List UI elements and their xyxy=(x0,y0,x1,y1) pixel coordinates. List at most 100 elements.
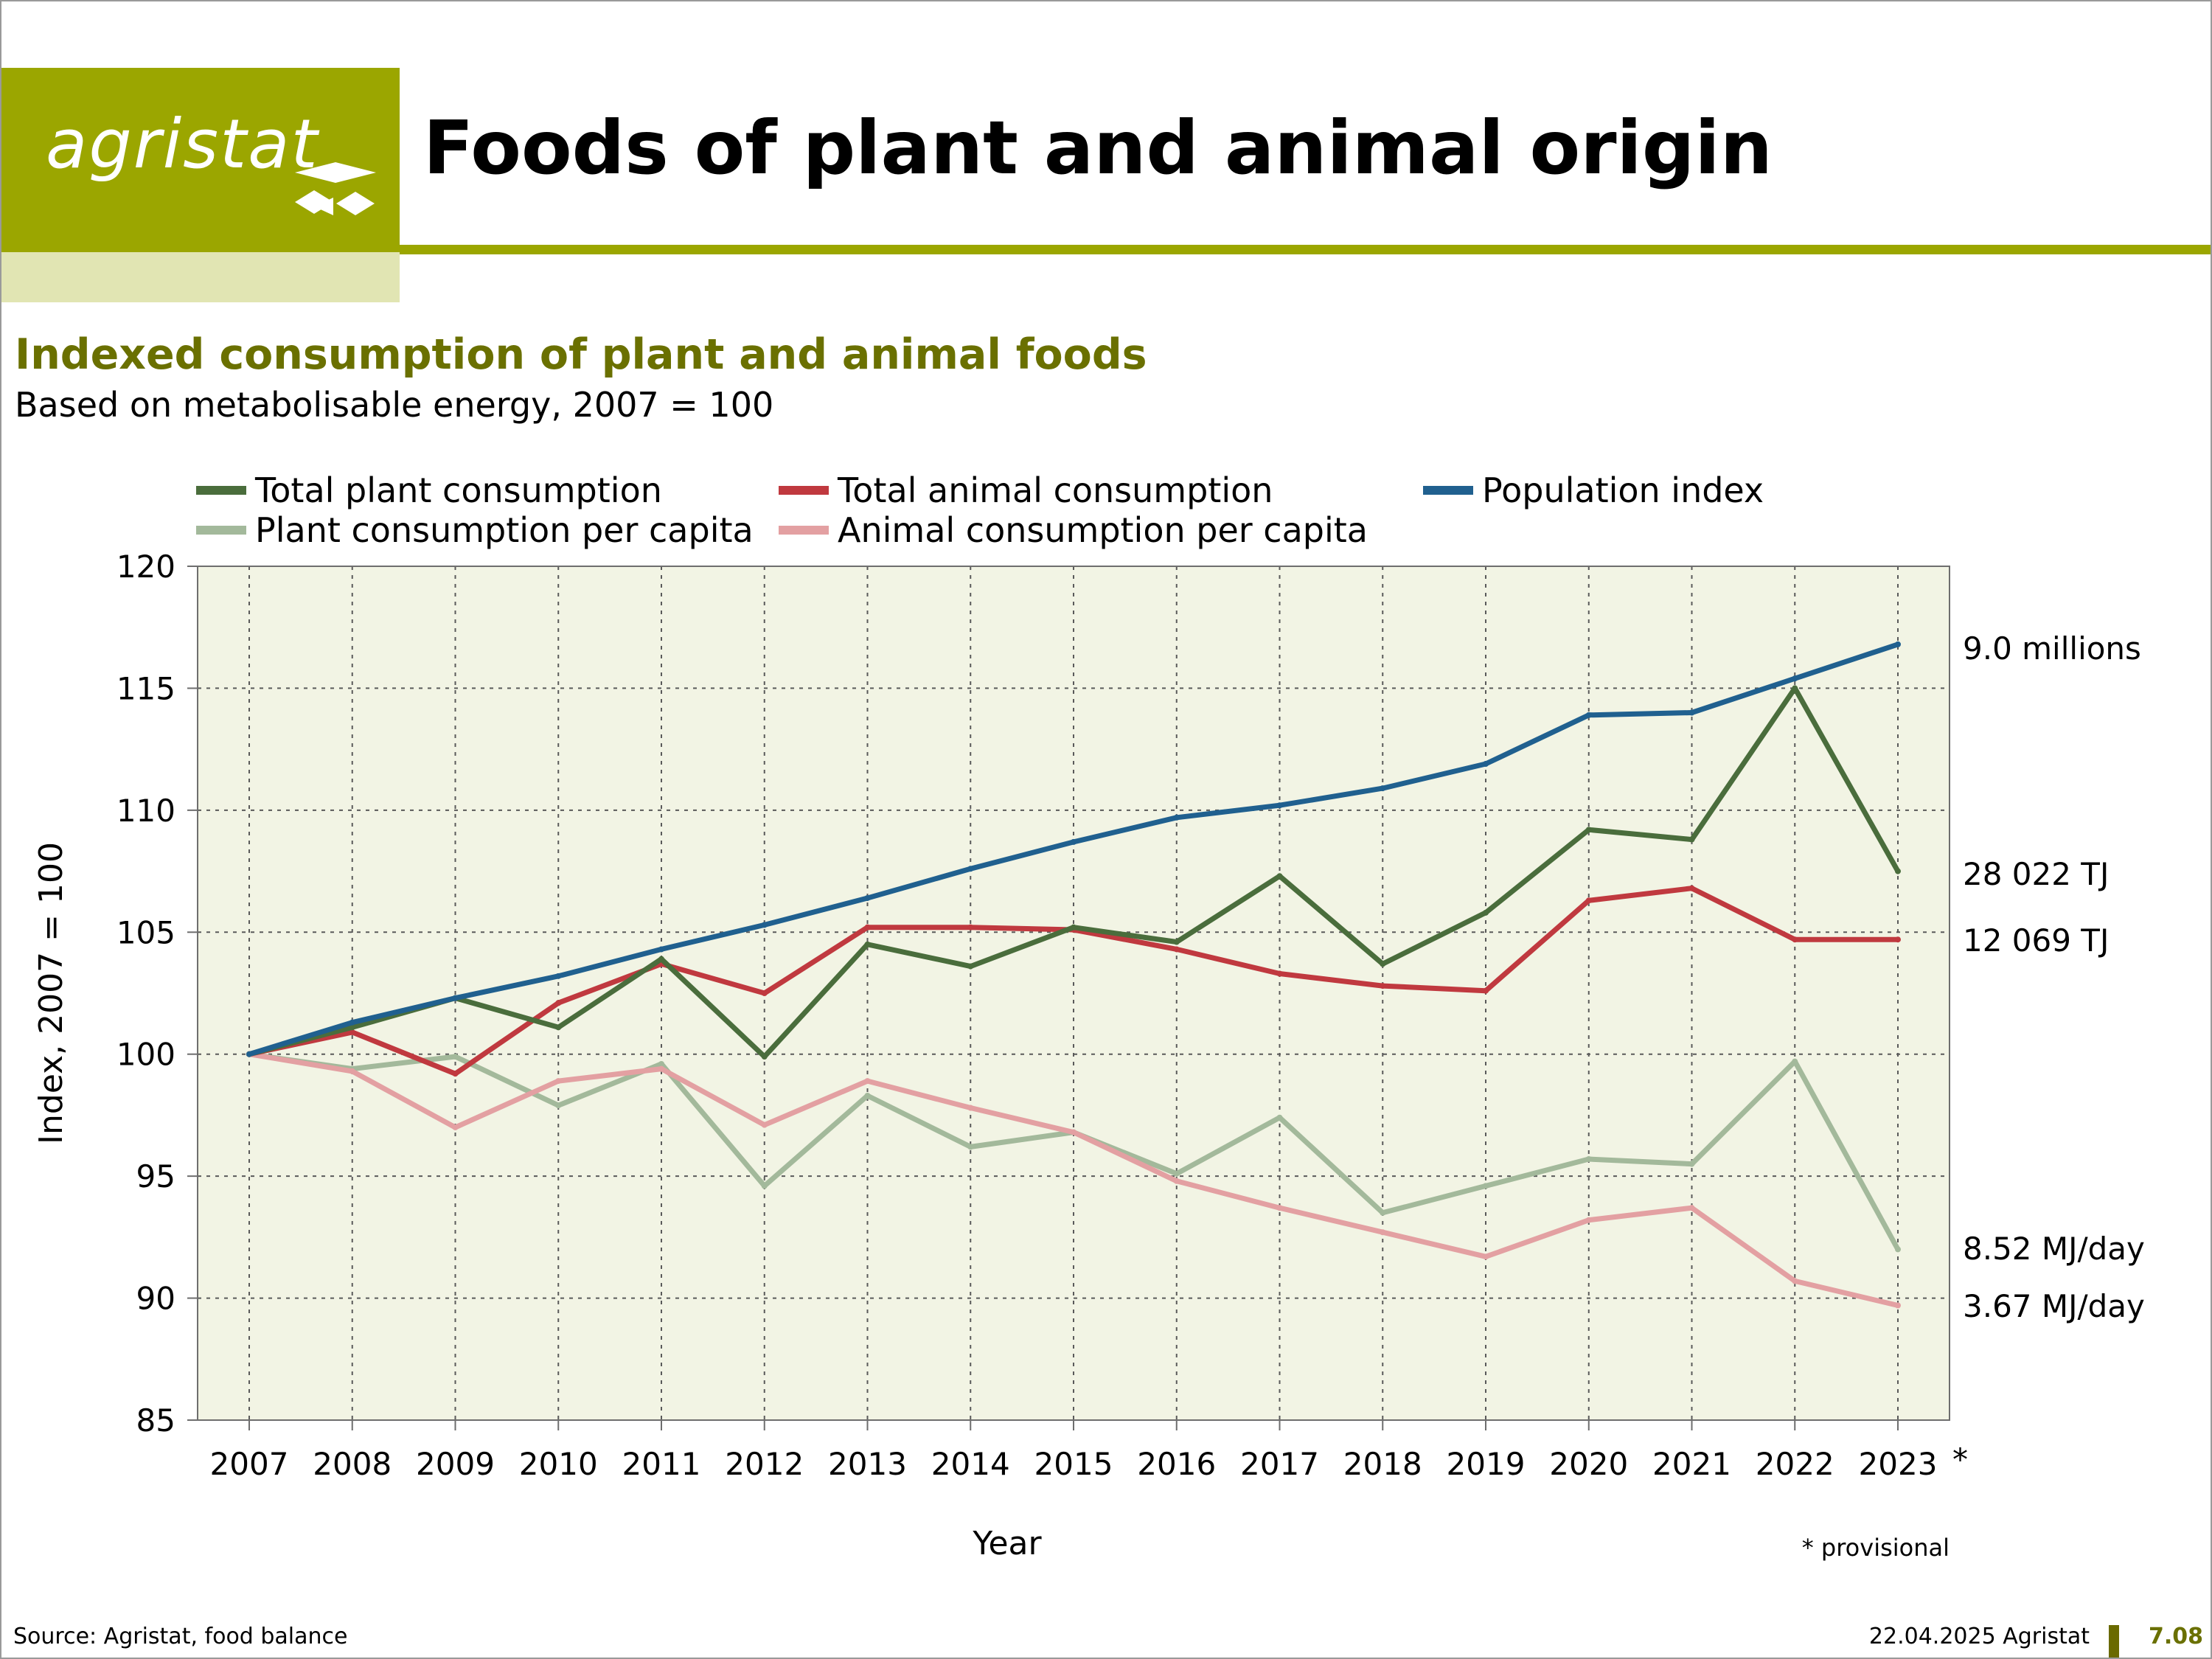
data-point-population xyxy=(349,1019,355,1026)
data-point-plant-per-capita xyxy=(1792,1058,1798,1065)
legend-swatch xyxy=(779,486,829,495)
x-tick-label: 2014 xyxy=(931,1446,1010,1482)
x-tick-label: 2008 xyxy=(313,1446,392,1482)
data-point-plant-per-capita xyxy=(1895,1246,1901,1253)
data-point-total-plant xyxy=(864,941,871,947)
legend-swatch xyxy=(779,526,829,535)
x-tick-label: 2015 xyxy=(1034,1446,1113,1482)
legend-swatch xyxy=(196,486,246,495)
data-point-total-animal xyxy=(1688,885,1695,891)
data-point-total-plant xyxy=(967,963,974,970)
legend-swatch xyxy=(1423,486,1473,495)
data-point-animal-per-capita xyxy=(761,1121,768,1128)
data-point-total-animal xyxy=(555,1000,562,1006)
provisional-marker: * xyxy=(1952,1441,1968,1478)
legend-label: Plant consumption per capita xyxy=(255,510,754,550)
source-note: Source: Agristat, food balance xyxy=(13,1624,348,1649)
data-point-population xyxy=(761,922,768,928)
data-point-total-animal xyxy=(1173,946,1180,953)
legend-item-animal-per-capita: Animal consumption per capita xyxy=(779,510,1368,550)
page-title: Foods of plant and animal origin xyxy=(423,105,1773,191)
data-point-population xyxy=(967,866,974,872)
x-tick-label: 2010 xyxy=(519,1446,598,1482)
data-point-plant-per-capita xyxy=(967,1144,974,1150)
data-point-animal-per-capita xyxy=(967,1105,974,1111)
data-point-population xyxy=(1380,785,1386,792)
data-point-population xyxy=(1688,709,1695,716)
end-value-label-plant-per-capita: 8.52 MJ/day xyxy=(1963,1231,2145,1267)
y-tick-label: 105 xyxy=(116,914,175,950)
x-tick-label: 2022 xyxy=(1756,1446,1834,1482)
legend-item-total-plant: Total plant consumption xyxy=(196,470,662,510)
data-point-total-animal xyxy=(1276,970,1283,977)
data-point-population xyxy=(1483,760,1489,767)
data-point-population xyxy=(864,894,871,901)
data-point-total-plant xyxy=(1483,909,1489,916)
data-point-animal-per-capita xyxy=(349,1068,355,1074)
data-point-plant-per-capita xyxy=(761,1183,768,1189)
data-point-total-animal xyxy=(1792,936,1798,943)
data-point-population xyxy=(1895,641,1901,647)
data-point-plant-per-capita xyxy=(1688,1161,1695,1167)
legend-label: Total plant consumption xyxy=(255,470,662,510)
legend-label: Animal consumption per capita xyxy=(838,510,1368,550)
data-point-total-animal xyxy=(349,1029,355,1035)
data-point-total-plant xyxy=(1792,685,1798,692)
x-tick-label: 2020 xyxy=(1549,1446,1628,1482)
legend-item-plant-per-capita: Plant consumption per capita xyxy=(196,510,754,550)
data-point-total-plant xyxy=(1688,836,1695,843)
x-tick-label: 2012 xyxy=(725,1446,804,1482)
logo-panel-accent xyxy=(1,252,400,302)
data-point-total-animal xyxy=(1483,987,1489,994)
x-tick-label: 2009 xyxy=(416,1446,495,1482)
data-point-animal-per-capita xyxy=(1483,1253,1489,1260)
x-tick-label: 2016 xyxy=(1137,1446,1216,1482)
data-point-population xyxy=(1585,712,1592,718)
data-point-animal-per-capita xyxy=(658,1065,664,1072)
data-point-total-animal xyxy=(864,924,871,931)
x-axis-label: Year xyxy=(972,1525,1042,1562)
data-point-plant-per-capita xyxy=(1173,1170,1180,1177)
x-tick-label: 2007 xyxy=(210,1446,289,1482)
data-point-population xyxy=(1792,675,1798,682)
data-point-plant-per-capita xyxy=(1276,1114,1283,1121)
y-tick-label: 110 xyxy=(116,793,175,829)
legend-item-population: Population index xyxy=(1423,470,1764,510)
data-point-animal-per-capita xyxy=(1585,1217,1592,1223)
data-point-plant-per-capita xyxy=(658,1060,664,1067)
logo-panel xyxy=(1,68,400,252)
end-value-label-animal-per-capita: 3.67 MJ/day xyxy=(1963,1288,2145,1324)
y-tick-label: 85 xyxy=(136,1402,175,1439)
data-point-total-animal xyxy=(967,924,974,931)
end-value-label-total-plant: 28 022 TJ xyxy=(1963,856,2109,892)
y-tick-label: 95 xyxy=(136,1158,175,1194)
data-point-total-animal xyxy=(761,990,768,996)
chart-title: Indexed consumption of plant and animal … xyxy=(15,330,1147,379)
data-point-animal-per-capita xyxy=(1895,1302,1901,1309)
data-point-plant-per-capita xyxy=(1585,1155,1592,1162)
data-point-animal-per-capita xyxy=(1276,1205,1283,1211)
legend-label: Population index xyxy=(1482,470,1764,510)
data-point-population xyxy=(1173,814,1180,821)
data-point-plant-per-capita xyxy=(1483,1183,1489,1189)
data-point-total-plant xyxy=(1380,961,1386,967)
data-point-total-animal xyxy=(1585,897,1592,904)
end-value-label-total-animal: 12 069 TJ xyxy=(1963,922,2109,959)
x-tick-label: 2017 xyxy=(1240,1446,1319,1482)
data-point-animal-per-capita xyxy=(1688,1205,1695,1211)
data-point-total-plant xyxy=(1071,924,1077,931)
x-tick-label: 2021 xyxy=(1652,1446,1731,1482)
data-point-total-plant xyxy=(349,1024,355,1031)
data-point-animal-per-capita xyxy=(1173,1178,1180,1184)
legend-swatch xyxy=(196,526,246,535)
data-point-animal-per-capita xyxy=(864,1078,871,1085)
data-point-population xyxy=(246,1051,252,1057)
data-point-total-plant xyxy=(555,1024,562,1031)
data-point-total-animal xyxy=(1380,983,1386,990)
data-point-animal-per-capita xyxy=(555,1078,562,1085)
x-tick-label: 2019 xyxy=(1447,1446,1526,1482)
x-tick-label: 2018 xyxy=(1343,1446,1422,1482)
data-point-animal-per-capita xyxy=(1071,1129,1077,1135)
